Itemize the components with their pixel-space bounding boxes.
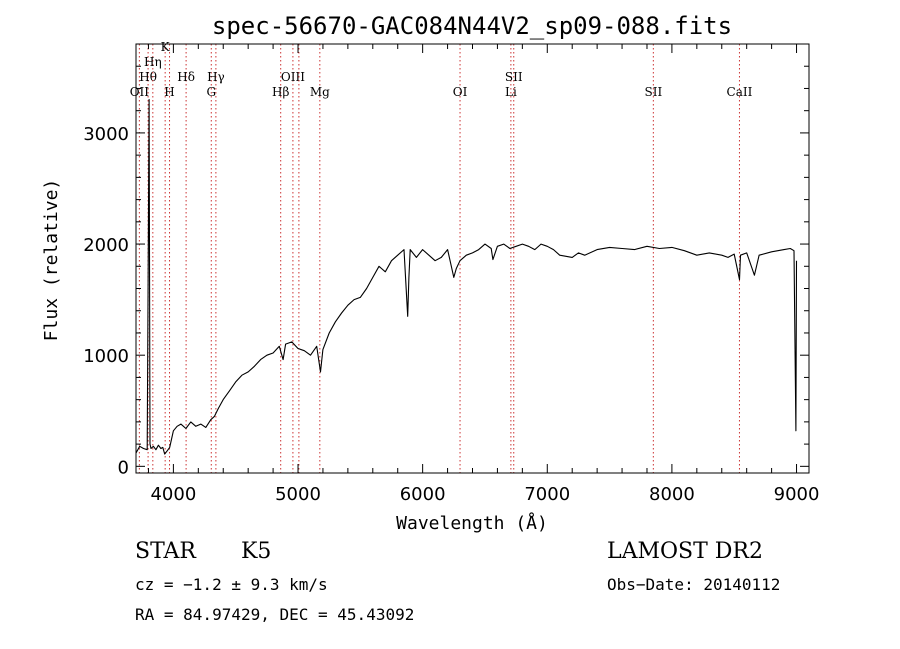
line-label-0: OII [130,85,150,99]
line-label-11: Mg [310,85,330,99]
chart-title: spec-56670-GAC084N44V2_sp09-088.fits [212,12,732,40]
line-label-13: Li [505,85,517,99]
survey-label: LAMOST DR2 [607,539,763,564]
object-class-label: STAR [135,539,196,564]
line-label-5: Hδ [177,70,195,84]
plot-frame [135,43,810,474]
x-tick-label-3: 7000 [524,484,570,505]
line-label-15: SII [644,85,662,99]
x-tick-label-0: 4000 [150,484,196,505]
x-tick-label-2: 6000 [400,484,446,505]
line-label-2: Hη [144,55,162,69]
y-tick-label-0: 0 [118,457,129,478]
line-label-7: Hγ [207,70,225,84]
line-label-6: G [206,85,216,99]
line-label-12: OI [453,85,468,99]
spectrum-line-0 [135,99,798,455]
x-axis-label: Wavelength (Å) [396,512,548,534]
coordinates-line: RA = 84.97429, DEC = 45.43092 [135,605,415,624]
object-subclass-label: K5 [241,539,272,564]
line-label-3: K [161,40,171,54]
line-label-8: Hβ [272,85,289,99]
x-tick-label-5: 9000 [774,484,820,505]
y-axis-label: Flux (relative) [41,179,62,342]
line-label-1: Hθ [139,70,157,84]
line-label-4: H [164,85,174,99]
y-tick-label-3: 3000 [83,124,129,145]
y-tick-label-1: 1000 [83,346,129,367]
x-tick-label-1: 5000 [275,484,321,505]
line-label-16: CaII [727,85,753,99]
y-tick-label-2: 2000 [83,235,129,256]
redshift-line: cz = −1.2 ± 9.3 km/s [135,575,328,594]
line-label-9: OIII [281,70,305,84]
line-label-14: SII [505,70,523,84]
x-tick-label-4: 8000 [649,484,695,505]
obs-date-line: Obs−Date: 20140112 [607,575,781,594]
